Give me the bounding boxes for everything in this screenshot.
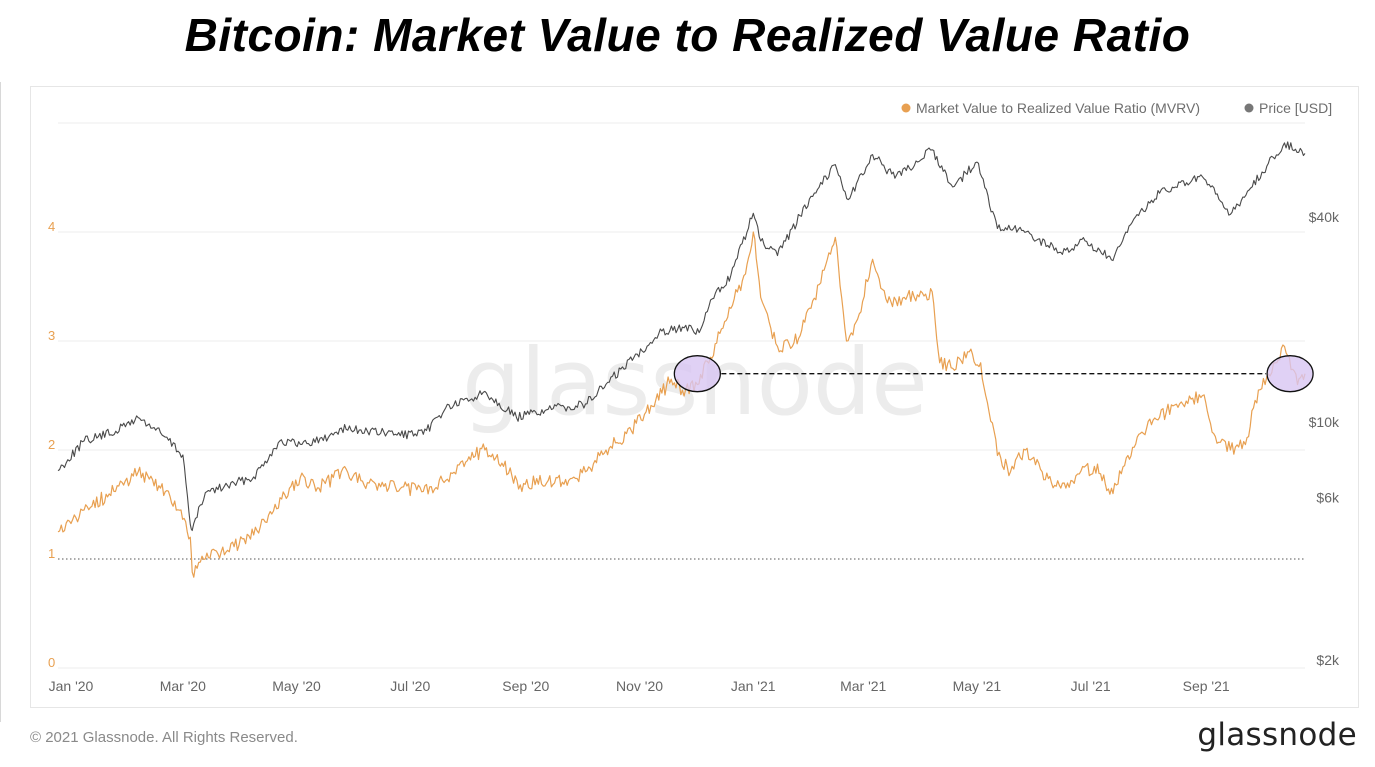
legend-price-swatch [1244,103,1254,113]
axis-labels: 0 1 2 3 4 $2k $6k $10k $40k Jan '20 Mar '20 May '20… [48,209,1340,694]
y-left-tick-label: 2 [48,437,55,452]
left-border-rule [0,82,1,722]
y-left-tick-label: 0 [48,655,55,670]
y-right-tick-label: $40k [1309,209,1340,225]
chart-title: Bitcoin: Market Value to Realized Value … [184,9,1191,61]
x-tick-label: Jul '21 [1071,678,1111,694]
y-right-tick-label: $6k [1316,490,1340,506]
x-tick-label: Mar '21 [840,678,886,694]
annotation-highlight-circle [1266,355,1314,393]
x-tick-label: Sep '21 [1183,678,1230,694]
y-left-tick-label: 1 [48,546,55,561]
x-tick-label: Sep '20 [502,678,549,694]
brand-logo: glassnode [1197,717,1357,753]
annotation-highlight-circle [673,355,721,393]
y-left-tick-label: 4 [48,219,55,234]
x-tick-label: Mar '20 [160,678,206,694]
legend-price-label: Price [USD] [1259,100,1332,116]
legend-mvrv-swatch [901,103,911,113]
legend-mvrv-label: Market Value to Realized Value Ratio (MV… [916,100,1200,116]
y-left-tick-label: 3 [48,328,55,343]
chart-frame [30,86,1359,708]
price-series-line [57,141,1306,532]
x-tick-label: May '21 [953,678,1002,694]
annotation-group [673,355,1314,393]
legend: Market Value to Realized Value Ratio (MV… [901,100,1332,116]
y-right-tick-label: $2k [1316,652,1340,668]
y-right-tick-label: $10k [1309,414,1340,430]
grid-lines [58,122,1305,669]
x-tick-label: Jan '20 [49,678,94,694]
copyright-text: © 2021 Glassnode. All Rights Reserved. [30,729,298,746]
x-tick-label: Jan '21 [731,678,776,694]
x-tick-label: Jul '20 [390,678,430,694]
x-tick-label: Nov '20 [616,678,663,694]
x-tick-label: May '20 [272,678,321,694]
